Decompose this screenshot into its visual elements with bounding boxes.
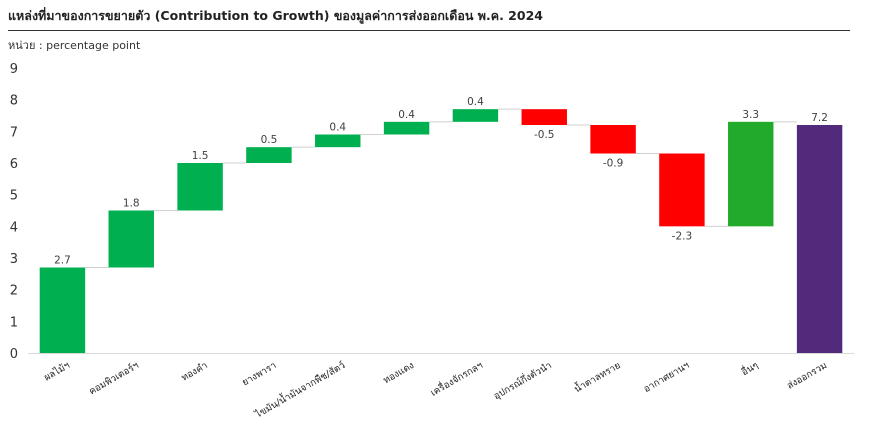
- data-label: 0.4: [467, 96, 484, 108]
- bar-2: [108, 210, 154, 268]
- bar-6: [383, 121, 430, 135]
- title-divider: [8, 30, 850, 31]
- data-label: -0.5: [534, 129, 555, 141]
- bar-9: [590, 125, 636, 154]
- data-label: -0.9: [603, 158, 624, 170]
- unit-label: หน่วย : percentage point: [8, 39, 141, 52]
- data-label: 2.7: [54, 255, 71, 267]
- bar-11: [728, 121, 774, 227]
- bar-3: [177, 163, 223, 211]
- y-tick-label: 9: [10, 62, 18, 77]
- category-label: ทองคำ: [180, 360, 210, 384]
- y-tick-label: 1: [10, 315, 18, 330]
- data-label: 0.5: [261, 134, 278, 146]
- data-label: 0.4: [398, 109, 415, 121]
- y-tick-label: 6: [10, 157, 18, 172]
- category-label: อากาศยานฯ: [642, 360, 692, 395]
- bar-10: [659, 153, 705, 227]
- data-label: 1.8: [123, 198, 140, 210]
- bar-1: [39, 267, 86, 353]
- y-tick-label: 7: [10, 125, 18, 140]
- category-label: ส่งออกรวม: [785, 360, 829, 392]
- category-label: ผลไม้ฯ: [42, 359, 72, 383]
- bar-4: [246, 147, 292, 163]
- data-label: 1.5: [192, 150, 209, 162]
- category-label: น้ำตาลทราย: [572, 358, 623, 395]
- data-label: -2.3: [672, 230, 693, 242]
- y-tick-label: 3: [10, 252, 18, 267]
- category-label: อุปกรณ์กึ่งตัวนำ: [491, 358, 554, 402]
- chart-title: แหล่งที่มาของการขยายตัว (Contribution to…: [8, 8, 543, 23]
- category-label: ทองแดง: [382, 360, 417, 386]
- category-label: ยางพารา: [240, 360, 278, 388]
- data-label: 0.4: [329, 122, 346, 134]
- y-tick-label: 4: [10, 220, 18, 235]
- bar-12: [796, 125, 843, 353]
- y-tick-label: 0: [10, 347, 18, 362]
- category-label: เครื่องจักรกลฯ: [428, 358, 485, 398]
- y-tick-label: 8: [10, 94, 18, 109]
- data-label: 7.2: [811, 112, 828, 124]
- bar-8: [521, 109, 567, 125]
- data-label: 3.3: [742, 109, 759, 121]
- bar-7: [452, 109, 499, 122]
- category-label: อื่นๆ: [739, 358, 761, 378]
- y-tick-label: 2: [10, 284, 18, 299]
- y-tick-label: 5: [10, 189, 18, 204]
- bar-5: [315, 134, 361, 148]
- category-label: คอมพิวเตอร์ฯ: [87, 359, 141, 397]
